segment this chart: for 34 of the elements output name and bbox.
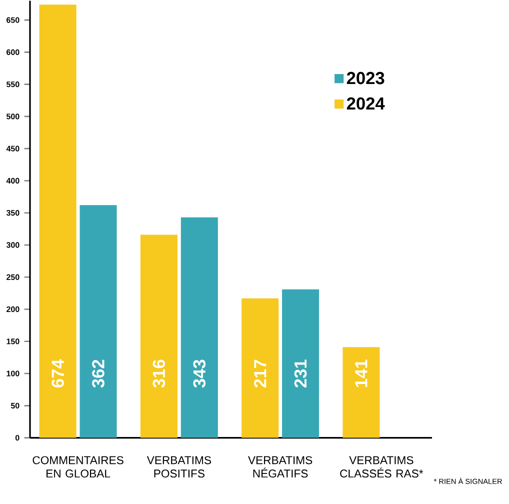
y-tick-label: 450: [6, 146, 20, 152]
bar: [242, 298, 279, 438]
x-tick-label: VERBATIMS NÉGATIFS: [248, 456, 312, 478]
data-label: 231: [294, 360, 307, 388]
y-tick-label: 150: [6, 338, 20, 344]
y-tick-label: 550: [6, 82, 20, 88]
y-tick-label: 500: [6, 114, 20, 120]
x-tick-label: VERBATIMS CLASSÉS RAS*: [340, 456, 424, 478]
y-tick-label: 200: [6, 306, 20, 312]
legend-label: 2024: [346, 97, 385, 110]
y-tick-label: 100: [6, 370, 20, 376]
x-tick-label: VERBATIMS POSITIFS: [146, 456, 211, 478]
bar: [180, 217, 218, 438]
bar: [140, 234, 178, 438]
x-tick-label: COMMENTAIRES EN GLOBAL: [32, 456, 124, 478]
legend-label: 2023: [346, 72, 384, 84]
data-label: 217: [254, 360, 266, 388]
data-label: 674: [52, 359, 64, 388]
y-tick-label: 350: [6, 210, 20, 216]
bar: [342, 347, 380, 438]
y-tick-label: 300: [6, 242, 20, 248]
bar: [39, 4, 76, 438]
y-tick-label: 250: [6, 274, 20, 280]
y-tick-label: 0: [15, 435, 20, 441]
y-tick-label: 400: [6, 178, 20, 184]
y-tick-label: 50: [10, 402, 20, 409]
data-label: 316: [152, 360, 166, 388]
data-label: 141: [355, 360, 368, 388]
data-label: 343: [193, 360, 206, 388]
data-label: 362: [92, 360, 104, 388]
y-tick-label: 600: [6, 49, 20, 56]
bar: [80, 205, 117, 438]
bar: [282, 289, 320, 438]
y-tick-label: 650: [6, 17, 20, 24]
